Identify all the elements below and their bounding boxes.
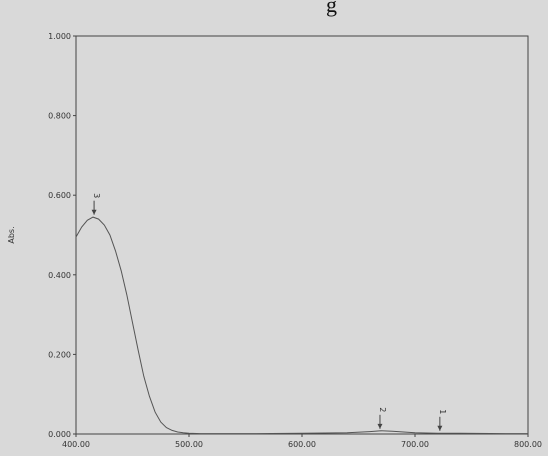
y-axis-title: Abs. xyxy=(7,226,16,243)
x-tick-label: 500.00 xyxy=(175,440,203,449)
peak-marker-arrow xyxy=(91,209,97,215)
peak-label: 1 xyxy=(438,409,447,414)
peak-label: 2 xyxy=(378,407,387,412)
absorbance-curve xyxy=(75,216,528,435)
y-tick-label: 1.000 xyxy=(48,32,71,41)
peak-label: 3 xyxy=(92,193,101,198)
peak-marker-arrow xyxy=(377,423,383,429)
x-tick-label: 800.00 xyxy=(514,440,542,449)
y-tick-label: 0.800 xyxy=(48,112,71,121)
x-tick-label: 600.00 xyxy=(288,440,316,449)
y-tick-label: 0.600 xyxy=(48,191,71,200)
y-tick-label: 0.400 xyxy=(48,271,71,280)
y-tick-label: 0.000 xyxy=(48,430,71,439)
cropped-heading-fragment: g xyxy=(326,0,337,17)
peak-marker-arrow xyxy=(437,425,443,431)
y-tick-label: 0.200 xyxy=(48,350,71,359)
x-tick-label: 700.00 xyxy=(401,440,429,449)
x-tick-label: 400.00 xyxy=(62,440,90,449)
